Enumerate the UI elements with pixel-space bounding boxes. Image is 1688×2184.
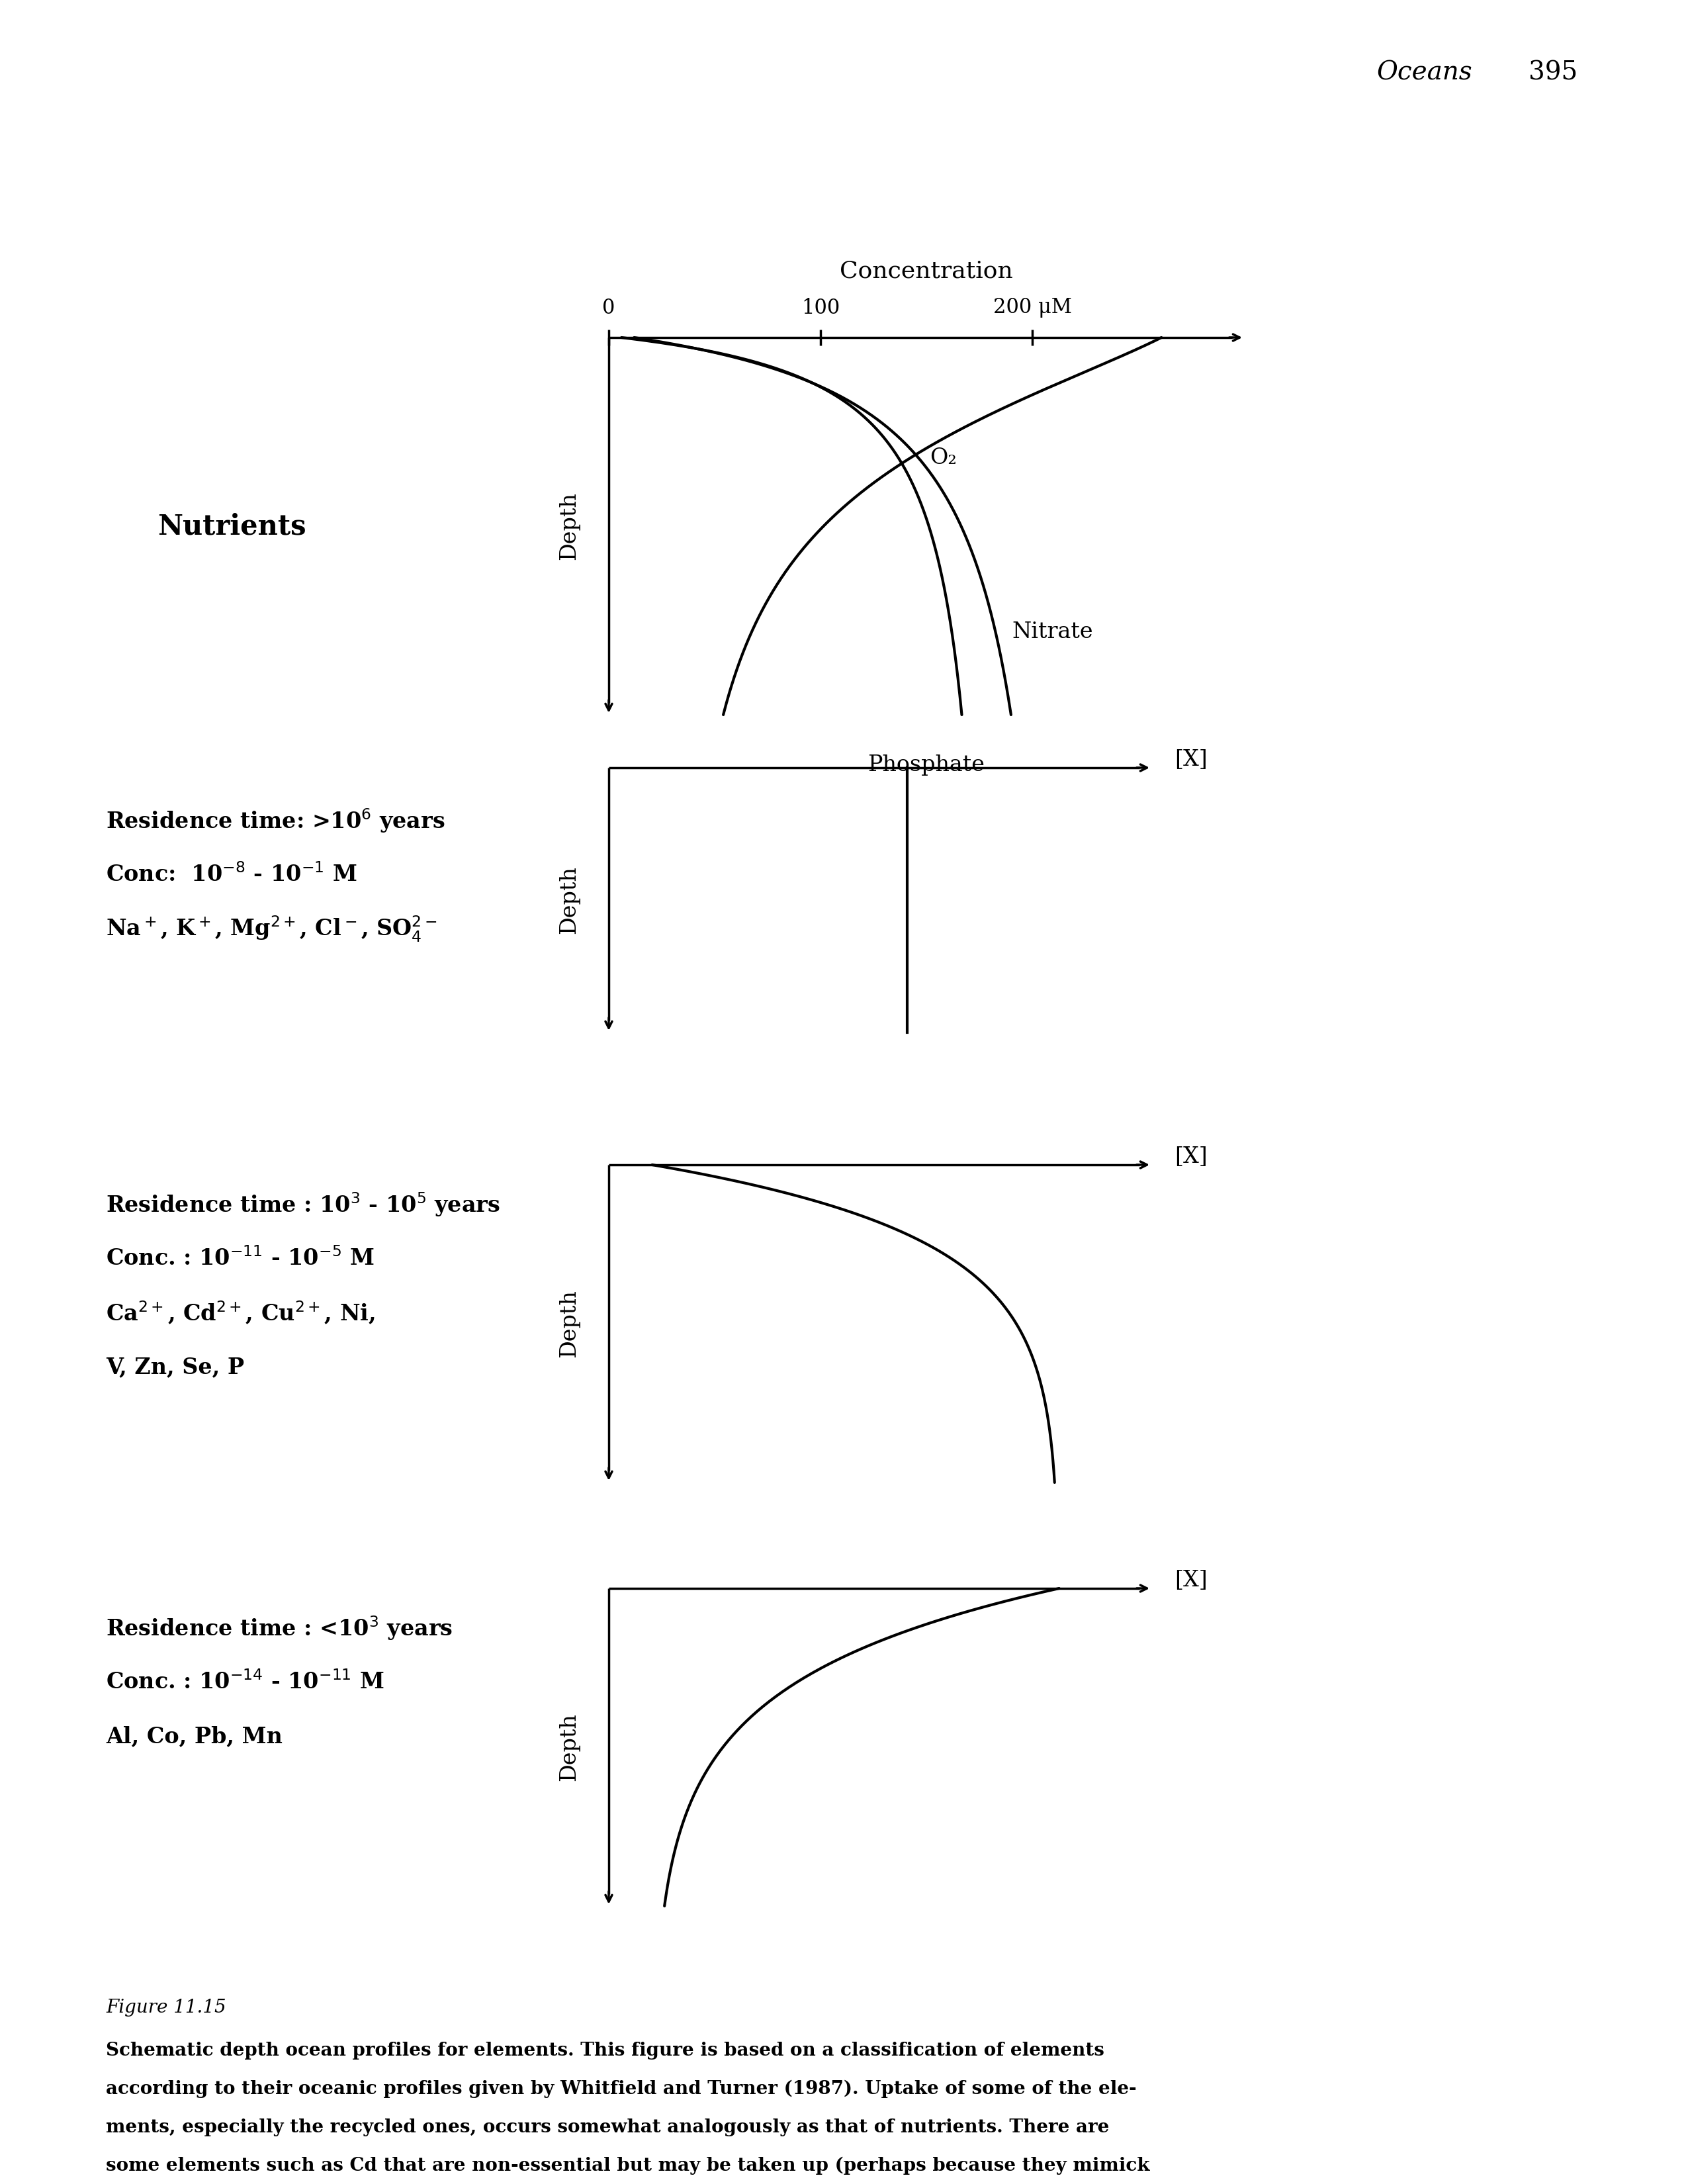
Text: Residence time: >10$^6$ years: Residence time: >10$^6$ years [106,806,446,834]
Text: 100: 100 [802,297,841,319]
Text: V, Zn, Se, P: V, Zn, Se, P [106,1356,245,1378]
Text: Nitrate: Nitrate [1013,620,1094,642]
Text: ments, especially the recycled ones, occurs somewhat analogously as that of nutr: ments, especially the recycled ones, occ… [106,2118,1109,2136]
Text: Oceans: Oceans [1376,61,1472,85]
Text: [X]: [X] [1175,1147,1207,1168]
Text: Depth: Depth [559,491,579,559]
Text: Residence time : <10$^3$ years: Residence time : <10$^3$ years [106,1614,452,1642]
Text: Ca$^{2+}$, Cd$^{2+}$, Cu$^{2+}$, Ni,: Ca$^{2+}$, Cd$^{2+}$, Cu$^{2+}$, Ni, [106,1299,375,1326]
Text: Conc. : 10$^{-11}$ - 10$^{-5}$ M: Conc. : 10$^{-11}$ - 10$^{-5}$ M [106,1247,375,1271]
Text: Conc:  10$^{-8}$ - 10$^{-1}$ M: Conc: 10$^{-8}$ - 10$^{-1}$ M [106,863,356,887]
Text: [X]: [X] [1175,1570,1207,1590]
Text: some elements such as Cd that are non-essential but may be taken up (perhaps bec: some elements such as Cd that are non-es… [106,2158,1150,2175]
Text: 0: 0 [603,297,614,319]
Text: 395: 395 [1529,61,1578,85]
Text: Conc. : 10$^{-14}$ - 10$^{-11}$ M: Conc. : 10$^{-14}$ - 10$^{-11}$ M [106,1671,385,1695]
Text: Schematic depth ocean profiles for elements. This figure is based on a classific: Schematic depth ocean profiles for eleme… [106,2042,1104,2060]
Text: Al, Co, Pb, Mn: Al, Co, Pb, Mn [106,1725,282,1747]
Text: Depth: Depth [559,1289,579,1358]
Text: Na$^+$, K$^+$, Mg$^{2+}$, Cl$^-$, SO$_4^{2-}$: Na$^+$, K$^+$, Mg$^{2+}$, Cl$^-$, SO$_4^… [106,915,437,943]
Text: Residence time : 10$^3$ - 10$^5$ years: Residence time : 10$^3$ - 10$^5$ years [106,1190,500,1219]
Text: O₂: O₂ [930,448,957,470]
Text: [X]: [X] [1175,749,1207,771]
Text: Depth: Depth [559,867,579,935]
Text: Concentration: Concentration [841,260,1013,282]
Text: according to their oceanic profiles given by Whitfield and Turner (1987). Uptake: according to their oceanic profiles give… [106,2079,1136,2099]
Text: Nutrients: Nutrients [157,513,306,539]
Text: Phosphate: Phosphate [868,753,984,775]
Text: Figure 11.15: Figure 11.15 [106,1998,226,2016]
Text: 200 μM: 200 μM [993,297,1072,319]
Text: Depth: Depth [559,1712,579,1782]
